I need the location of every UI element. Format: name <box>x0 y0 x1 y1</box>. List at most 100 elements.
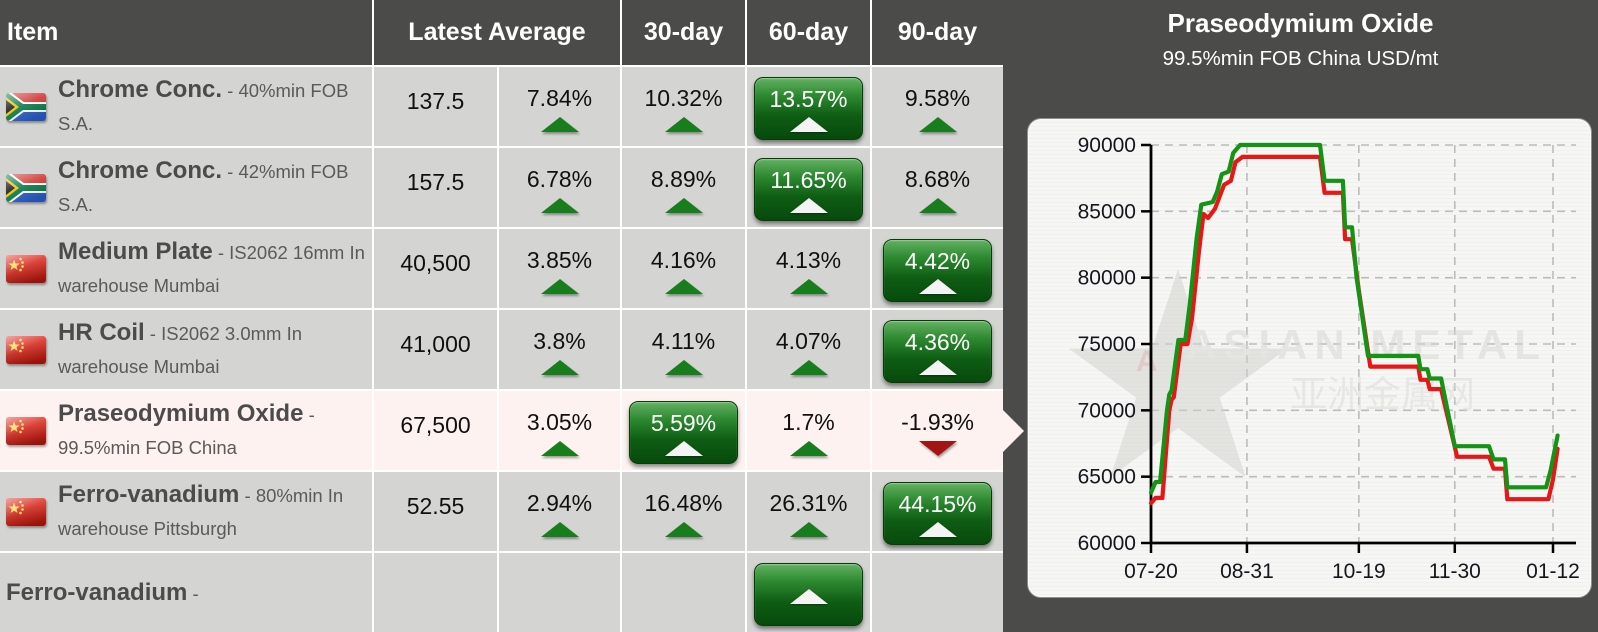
item-name: Ferro-vanadium <box>6 578 188 606</box>
up-triangle-icon <box>540 360 579 375</box>
change-percent: 16.48% <box>644 490 723 516</box>
latest-average-change-cell: 3.05% <box>497 391 620 470</box>
up-triangle-icon <box>664 279 703 294</box>
svg-text:08-31: 08-31 <box>1220 560 1274 583</box>
highlighted-change-box: 44.15% <box>883 482 992 545</box>
item-name: Chrome Conc. <box>58 157 223 184</box>
change-percent: 1.7% <box>782 409 835 435</box>
90day-change-cell: 44.15% <box>870 472 1003 551</box>
item-cell[interactable]: Chrome Conc. - 40%min FOB S.A. <box>0 67 372 146</box>
latest-average-value: 67,500 <box>372 391 497 470</box>
change-percent: 9.58% <box>904 85 971 111</box>
latest-average-change-cell: 7.84% <box>497 67 620 146</box>
south-africa-flag-icon <box>6 173 46 202</box>
table-row[interactable]: Ferro-vanadium - <box>0 551 1003 632</box>
60day-change-cell: 4.13% <box>745 229 870 308</box>
col-header-latest-average: Latest Average <box>372 0 620 65</box>
china-flag-icon <box>6 497 46 526</box>
highlighted-change-box: 5.59% <box>629 401 738 464</box>
svg-text:90000: 90000 <box>1078 134 1136 157</box>
latest-average-value: 52.55 <box>372 472 497 551</box>
col-header-60-day: 60-day <box>745 0 870 65</box>
table-row-selected[interactable]: Praseodymium Oxide - 99.5%min FOB China 6… <box>0 389 1003 470</box>
item-label: Praseodymium Oxide - 99.5%min FOB China <box>58 400 315 458</box>
price-table: Item Latest Average 30-day 60-day 90-day… <box>0 0 1003 586</box>
item-cell[interactable]: Praseodymium Oxide - 99.5%min FOB China <box>0 391 372 470</box>
change-percent: 13.57% <box>769 85 848 112</box>
change-percent: 6.78% <box>526 166 593 192</box>
60day-change-cell <box>745 553 870 632</box>
svg-text:65000: 65000 <box>1078 466 1136 489</box>
90day-change-cell: 4.42% <box>870 229 1003 308</box>
chart-panel-section: Praseodymium Oxide 99.5%min FOB China US… <box>1003 0 1598 598</box>
chart-subtitle: 99.5%min FOB China USD/mt <box>1162 47 1439 70</box>
up-triangle-icon <box>918 117 957 132</box>
table-row[interactable]: Chrome Conc. - 40%min FOB S.A. 137.5 7.84%… <box>0 65 1003 146</box>
change-percent: 3.05% <box>526 409 593 435</box>
highlighted-change-box: 11.65% <box>754 158 863 221</box>
item-cell[interactable]: HR Coil - IS2062 3.0mm In warehouse Mumb… <box>0 310 372 389</box>
item-cell[interactable]: Medium Plate - IS2062 16mm In warehouse … <box>0 229 372 308</box>
90day-change-cell: 9.58% <box>870 67 1003 146</box>
svg-text:A: A <box>1136 345 1158 378</box>
highlighted-change-box: 4.36% <box>883 320 992 383</box>
svg-text:85000: 85000 <box>1078 200 1136 223</box>
up-triangle-icon <box>789 116 828 132</box>
change-percent: 2.94% <box>526 490 593 516</box>
up-triangle-icon <box>789 279 828 294</box>
up-triangle-icon <box>789 197 828 213</box>
up-triangle-icon <box>664 198 703 213</box>
change-percent: 4.11% <box>651 328 716 354</box>
30day-change-cell <box>620 553 745 632</box>
up-triangle-icon <box>664 360 703 375</box>
item-name: Ferro-vanadium <box>58 481 240 508</box>
up-triangle-icon <box>789 522 828 537</box>
change-percent: 8.68% <box>904 166 971 192</box>
down-triangle-icon <box>918 441 957 456</box>
price-chart: A ASIAN METAL亚洲金属网90000850008000075000700… <box>1068 134 1580 583</box>
60day-change-cell: 13.57% <box>745 67 870 146</box>
change-percent: 10.32% <box>644 85 723 111</box>
up-triangle-icon <box>664 117 703 132</box>
price-chart-card[interactable]: A ASIAN METAL 亚洲金属网 90000 85000 80000 75000 700… <box>1027 118 1592 598</box>
table-row[interactable]: Chrome Conc. - 42%min FOB S.A. 157.5 6.78%… <box>0 146 1003 227</box>
item-name: Praseodymium Oxide <box>58 400 304 427</box>
60day-change-cell: 1.7% <box>745 391 870 470</box>
svg-text:80000: 80000 <box>1078 267 1136 290</box>
table-row[interactable]: Ferro-vanadium - 80%min In warehouse Pit… <box>0 470 1003 551</box>
up-triangle-icon <box>918 521 957 537</box>
china-flag-icon <box>6 416 46 445</box>
item-name: Chrome Conc. <box>58 76 223 103</box>
price-low-line <box>1148 154 1560 506</box>
up-triangle-icon <box>540 441 579 456</box>
up-triangle-icon <box>918 359 957 375</box>
svg-text:70000: 70000 <box>1078 399 1136 422</box>
item-name: HR Coil <box>58 319 145 346</box>
highlighted-change-box: 4.42% <box>883 239 992 302</box>
30day-change-cell: 5.59% <box>620 391 745 470</box>
change-percent: 5.59% <box>650 409 717 436</box>
30day-change-cell: 16.48% <box>620 472 745 551</box>
table-row[interactable]: Medium Plate - IS2062 16mm In warehouse … <box>0 227 1003 308</box>
latest-average-change-cell: 2.94% <box>497 472 620 551</box>
asian-metal-price-dashboard: Item Latest Average 30-day 60-day 90-day… <box>0 0 1598 586</box>
item-label: HR Coil - IS2062 3.0mm In warehouse Mumb… <box>58 319 302 377</box>
change-percent: 8.89% <box>650 166 717 192</box>
item-cell[interactable]: Ferro-vanadium - 80%min In warehouse Pit… <box>0 472 372 551</box>
change-percent: 4.36% <box>904 328 971 355</box>
china-flag-icon <box>6 335 46 364</box>
latest-average-value: 157.5 <box>372 148 497 227</box>
30day-change-cell: 8.89% <box>620 148 745 227</box>
90day-change-cell <box>870 553 1003 632</box>
highlighted-change-box <box>754 563 863 626</box>
item-name: Medium Plate <box>58 238 213 265</box>
item-cell[interactable]: Ferro-vanadium - <box>0 553 372 632</box>
up-triangle-icon <box>918 278 957 294</box>
up-triangle-icon <box>540 522 579 537</box>
up-triangle-icon <box>540 279 579 294</box>
table-row[interactable]: HR Coil - IS2062 3.0mm In warehouse Mumb… <box>0 308 1003 389</box>
latest-average-change-cell: 6.78% <box>497 148 620 227</box>
item-cell[interactable]: Chrome Conc. - 42%min FOB S.A. <box>0 148 372 227</box>
col-header-90-day: 90-day <box>870 0 1003 65</box>
chart-title: Praseodymium Oxide <box>1167 8 1434 38</box>
